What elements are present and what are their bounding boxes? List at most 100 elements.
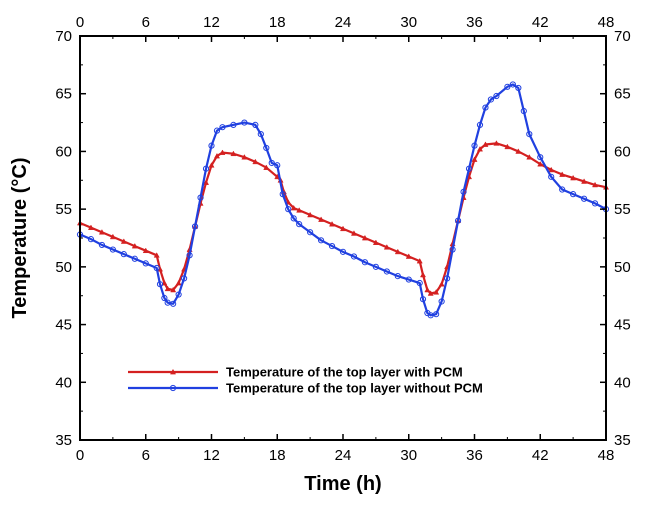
legend: Temperature of the top layer with PCMTem… (128, 365, 483, 396)
x-tick-label-top: 18 (269, 14, 286, 31)
data-point-series-1 (350, 253, 358, 260)
data-point-series-1 (504, 83, 511, 90)
data-point-series-1 (290, 215, 297, 222)
data-point-series-1 (170, 300, 177, 307)
data-point-series-1 (515, 84, 522, 92)
data-point-series-0 (515, 148, 522, 154)
y-tick-label-left: 35 (55, 432, 72, 449)
y-tick-label-left: 50 (55, 259, 72, 276)
data-point-series-0 (109, 233, 116, 240)
data-point-series-1 (548, 173, 555, 180)
data-point-series-1 (307, 229, 314, 236)
data-point-series-1 (438, 298, 445, 305)
data-point-series-1 (181, 275, 188, 282)
x-tick-label-bottom: 18 (269, 447, 286, 464)
x-tick-label-bottom: 42 (532, 447, 549, 464)
data-point-series-0 (169, 368, 177, 375)
data-point-series-0 (98, 229, 105, 235)
legend-label-1: Temperature of the top layer without PCM (226, 381, 483, 396)
data-point-series-0 (131, 242, 138, 249)
data-point-series-0 (394, 248, 401, 255)
data-point-series-1 (405, 276, 412, 283)
data-point-series-1 (394, 272, 401, 280)
data-point-series-1 (591, 200, 599, 207)
data-point-series-1 (580, 195, 588, 202)
data-point-series-1 (460, 188, 467, 195)
x-tick-label-bottom: 12 (203, 447, 220, 464)
data-point-series-1 (383, 268, 390, 275)
data-point-series-1 (570, 191, 577, 198)
data-point-series-1 (296, 221, 303, 228)
y-tick-label-left: 55 (55, 201, 72, 218)
data-point-series-0 (383, 244, 390, 250)
data-point-series-0 (416, 257, 423, 264)
x-tick-label-top: 30 (400, 14, 417, 31)
x-tick-label-top: 12 (203, 14, 220, 31)
y-tick-label-right: 60 (614, 143, 631, 160)
data-point-series-1 (142, 260, 149, 267)
data-point-series-0 (438, 281, 445, 287)
data-point-series-1 (230, 121, 237, 128)
data-point-series-0 (120, 238, 127, 244)
data-point-series-1 (476, 121, 484, 128)
data-point-series-1 (98, 241, 106, 249)
data-point-series-1 (454, 217, 462, 224)
x-tick-label-bottom: 48 (598, 447, 615, 464)
x-tick-label-bottom: 24 (335, 447, 352, 464)
data-point-series-1 (164, 299, 171, 306)
data-point-series-1 (339, 248, 347, 255)
y-tick-label-left: 65 (55, 86, 72, 103)
data-point-series-0 (230, 150, 237, 157)
data-point-series-0 (476, 146, 484, 152)
data-point-series-0 (219, 149, 226, 155)
data-point-series-1 (268, 159, 275, 167)
data-point-series-1 (263, 144, 270, 152)
data-point-series-0 (427, 290, 434, 296)
data-point-series-0 (405, 253, 412, 259)
y-tick-label-right: 35 (614, 432, 631, 449)
data-point-series-0 (142, 247, 149, 254)
x-tick-label-top: 24 (335, 14, 352, 31)
data-point-series-1 (161, 294, 168, 302)
data-point-series-1 (274, 162, 281, 169)
data-point-series-0 (175, 279, 182, 286)
series-layer (76, 81, 610, 319)
data-point-series-0 (493, 140, 500, 146)
data-point-series-1 (520, 107, 527, 115)
data-point-series-0 (202, 179, 210, 185)
data-point-series-1 (419, 296, 427, 303)
y-tick-label-right: 65 (614, 86, 631, 103)
data-point-series-1 (175, 291, 182, 298)
data-point-series-1 (279, 191, 286, 198)
data-point-series-0 (471, 156, 478, 162)
data-point-series-0 (482, 141, 489, 147)
legend-item-1: Temperature of the top layer without PCM (128, 381, 483, 396)
series-0 (76, 140, 610, 296)
y-tick-label-left: 60 (55, 143, 72, 160)
y-tick-label-right: 45 (614, 317, 631, 334)
data-point-series-0 (153, 252, 160, 258)
data-point-series-1 (109, 246, 116, 253)
y-tick-label-right: 40 (614, 374, 631, 391)
data-point-series-1 (444, 275, 451, 282)
data-point-series-1 (509, 81, 516, 88)
data-point-series-0 (372, 239, 379, 245)
data-point-series-0 (329, 221, 336, 227)
data-point-series-1 (537, 154, 544, 161)
data-point-series-0 (241, 154, 248, 160)
data-point-series-1 (559, 186, 566, 193)
data-point-series-1 (169, 384, 177, 392)
y-tick-label-right: 70 (614, 28, 631, 45)
x-tick-label-bottom: 6 (142, 447, 150, 464)
data-point-series-1 (372, 263, 379, 270)
data-point-series-0 (526, 154, 533, 160)
data-point-series-1 (87, 236, 95, 243)
y-tick-label-left: 45 (55, 317, 72, 334)
x-tick-label-bottom: 30 (400, 447, 417, 464)
data-point-series-0 (424, 286, 431, 293)
data-point-series-1 (471, 142, 478, 149)
data-point-series-1 (219, 124, 226, 131)
data-point-series-0 (208, 162, 215, 168)
legend-label-0: Temperature of the top layer with PCM (226, 365, 463, 380)
